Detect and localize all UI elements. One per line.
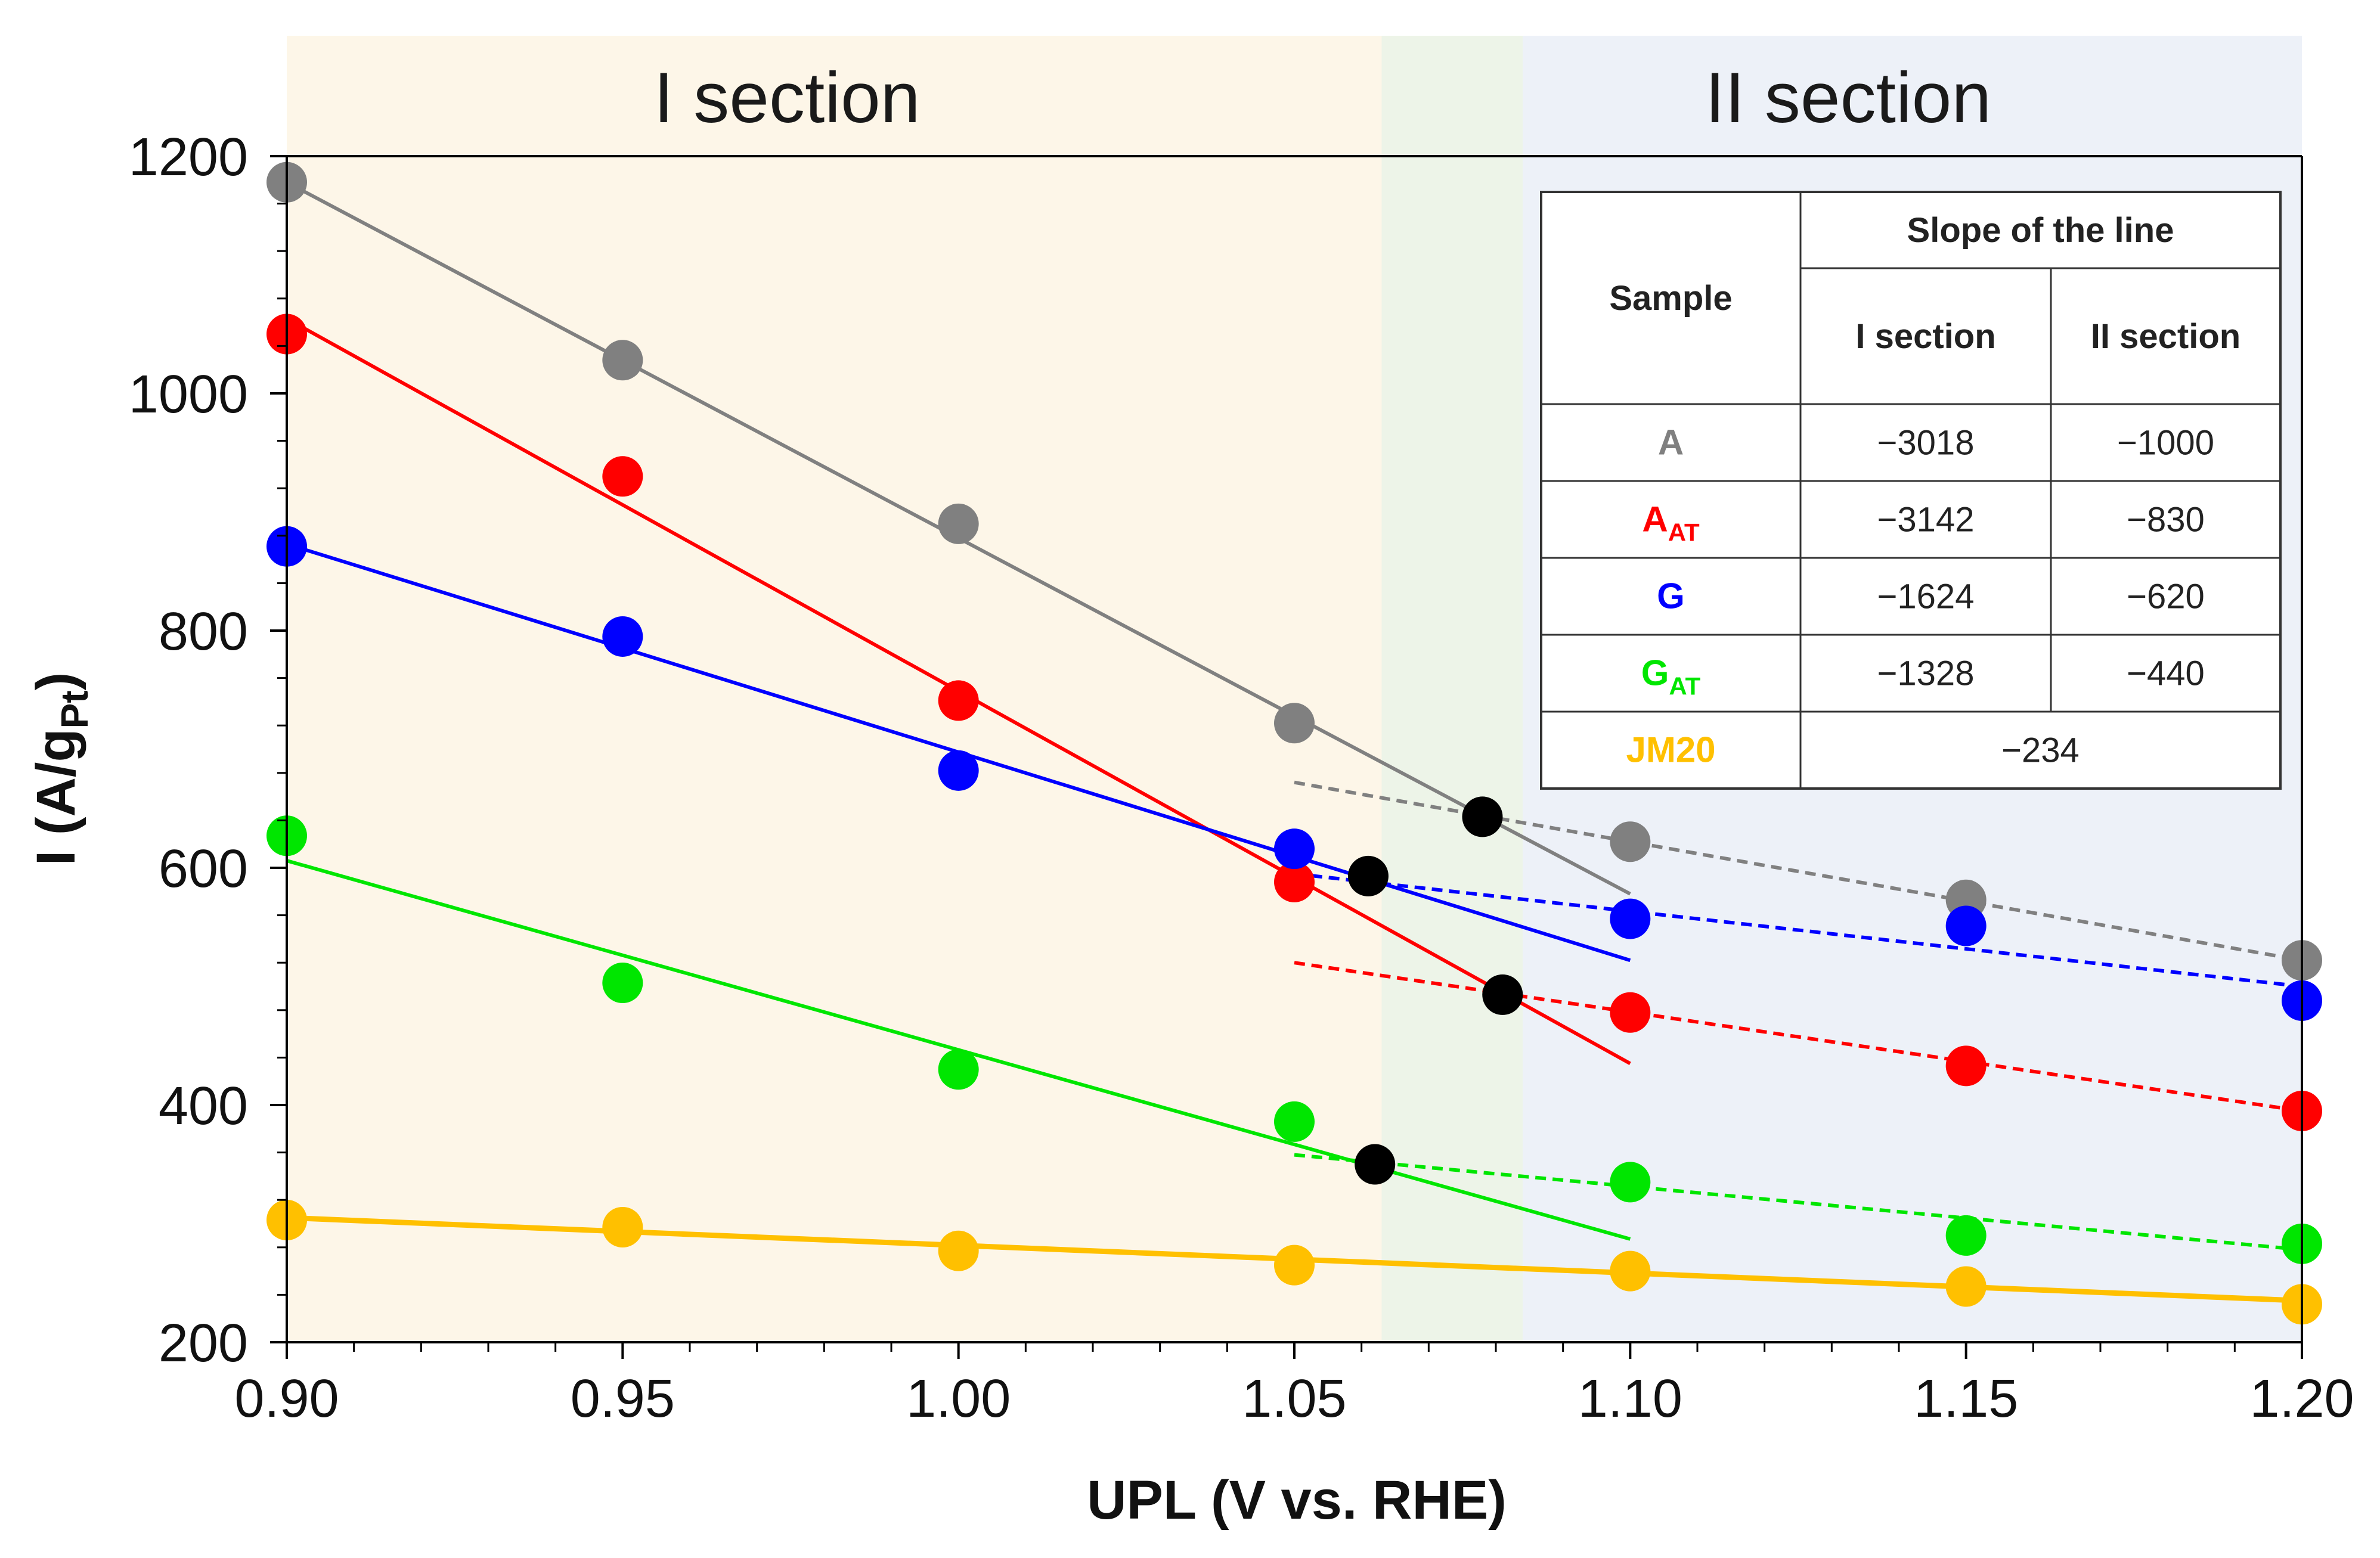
- point-a: [938, 503, 979, 544]
- section-ii-label: II section: [1705, 58, 1991, 138]
- y-tick-label: 200: [159, 1314, 248, 1373]
- point-gat: [1610, 1162, 1651, 1203]
- table-sample-label: GAT: [1641, 653, 1701, 700]
- point-gat: [1274, 1101, 1315, 1142]
- table-sample-label: G: [1657, 576, 1685, 616]
- y-tick-label: 400: [159, 1076, 248, 1136]
- point-aat: [938, 680, 979, 721]
- table-sample-label: JM20: [1626, 730, 1715, 770]
- x-tick-label: 0.90: [234, 1369, 339, 1429]
- fit-line-section-ii-aat: [1294, 961, 2302, 1113]
- table-header-sample: Sample: [1609, 279, 1732, 318]
- x-tick-label: 1.20: [2249, 1369, 2354, 1429]
- point-g: [1945, 905, 1987, 946]
- table-header-slope: Slope of the line: [1907, 211, 2174, 250]
- table-header-section-ii: II section: [2091, 317, 2240, 356]
- point-aat: [1610, 992, 1651, 1033]
- point-jm20: [938, 1230, 979, 1271]
- x-tick-label: 1.00: [906, 1369, 1011, 1429]
- x-tick-label: 1.15: [1914, 1369, 2018, 1429]
- point-gat: [602, 963, 643, 1004]
- point-a: [1274, 703, 1315, 744]
- table-slope-section-i: −3018: [1877, 424, 1975, 463]
- table-slope-merged: −234: [2001, 731, 2080, 770]
- point-g: [938, 750, 979, 791]
- point-jm20: [1274, 1244, 1315, 1286]
- x-axis-title: UPL (V vs. RHE): [1087, 1470, 1507, 1531]
- point-gat: [938, 1049, 979, 1090]
- y-tick-label: 600: [159, 839, 248, 899]
- table-frame: [1540, 191, 2282, 790]
- intersection-point: [1347, 855, 1389, 896]
- table-slope-section-ii: −620: [2127, 578, 2205, 616]
- point-a: [1610, 821, 1651, 862]
- y-tick-label: 800: [159, 602, 248, 662]
- point-aat: [602, 456, 643, 497]
- point-jm20: [1945, 1266, 1987, 1307]
- y-axis-title-sub: Pt: [53, 690, 96, 728]
- point-jm20: [1610, 1250, 1651, 1292]
- y-axis-title: I (A/gPt): [26, 672, 96, 866]
- table-sample-label: A: [1658, 423, 1684, 463]
- table-slope-section-i: −1624: [1877, 578, 1975, 616]
- table-sample-label: AAT: [1642, 499, 1700, 547]
- table-slope-section-ii: −1000: [2117, 424, 2214, 463]
- point-aat: [1274, 861, 1315, 902]
- fit-line-section-ii-gat: [1294, 1153, 2302, 1252]
- table-slope-section-i: −3142: [1877, 501, 1975, 539]
- section-labels: I section II section: [654, 58, 1992, 138]
- region-transition: [1381, 36, 1523, 1342]
- point-a: [602, 340, 643, 381]
- table-slope-section-ii: −830: [2127, 501, 2205, 539]
- point-g: [1274, 828, 1315, 870]
- y-axis-title-main: I (A/g: [26, 728, 86, 865]
- table-slope-section-ii: −440: [2127, 654, 2205, 693]
- region-i-section: [287, 36, 1382, 1342]
- intersection-point: [1462, 796, 1503, 837]
- point-g: [602, 616, 643, 657]
- point-g: [1610, 898, 1651, 939]
- point-gat: [1945, 1215, 1987, 1256]
- intersection-point: [1355, 1144, 1396, 1185]
- x-tick-label: 1.10: [1578, 1369, 1682, 1429]
- fit-line-section-ii-a: [1294, 780, 2302, 963]
- fit-line-section-ii-g: [1294, 871, 2302, 988]
- y-tick-label: 1000: [129, 365, 248, 424]
- data-points: [266, 162, 2322, 1325]
- x-tick-label: 1.05: [1242, 1369, 1346, 1429]
- point-aat: [1945, 1045, 1987, 1087]
- section-i-label: I section: [654, 58, 921, 138]
- point-jm20: [602, 1206, 643, 1247]
- intersection-point: [1482, 974, 1523, 1015]
- y-tick-label: 1200: [129, 128, 248, 187]
- y-axis-title-close: ): [26, 672, 86, 691]
- slope-table: Sample Slope of the line I section II secti…: [1540, 191, 2282, 790]
- table-slope-section-i: −1328: [1877, 654, 1975, 693]
- x-tick-label: 0.95: [571, 1369, 675, 1429]
- axes: 0.90 0.95 1.00 1.05 1.10 1.15 1.20 200 400 600 800…: [129, 128, 2354, 1429]
- table-header-section-i: I section: [1855, 317, 1995, 356]
